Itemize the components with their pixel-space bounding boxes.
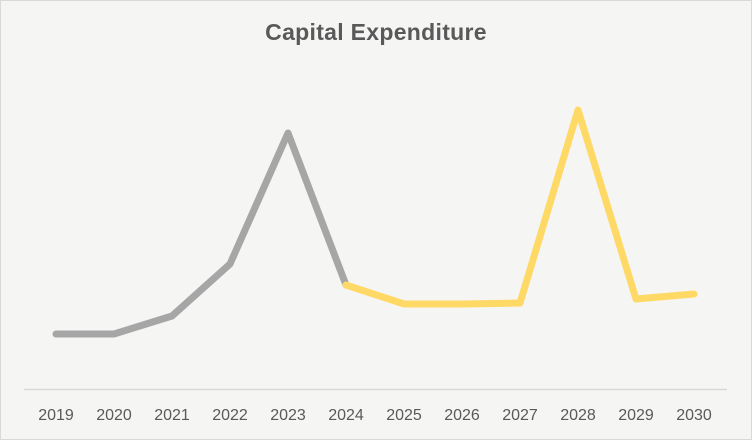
series-line-gray-2019-2024 xyxy=(52,129,350,338)
chart-title: Capital Expenditure xyxy=(265,19,487,45)
series-line-yellow-2024-2030 xyxy=(342,106,698,308)
